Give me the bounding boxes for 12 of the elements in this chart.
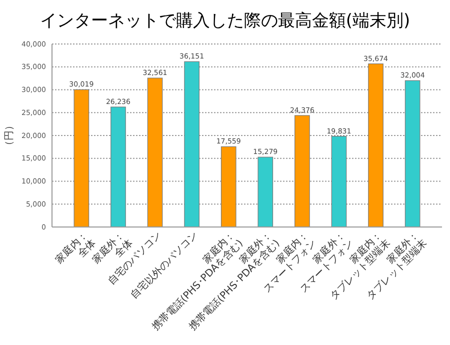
chart-title: インターネットで購入した際の最高金額(端末別) [40, 11, 410, 31]
bar [368, 63, 384, 228]
bar [404, 80, 420, 228]
bar [147, 78, 163, 228]
bar [74, 89, 90, 228]
bar [184, 61, 200, 228]
bar [331, 136, 347, 228]
bar [294, 115, 310, 228]
bar [220, 146, 236, 228]
bar [258, 156, 274, 228]
bar [110, 106, 126, 228]
y-axis-title: （円） [4, 120, 15, 150]
